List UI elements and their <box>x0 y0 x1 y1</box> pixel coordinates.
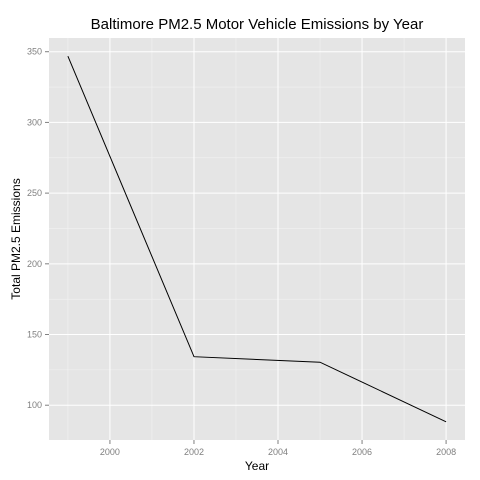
y-axis: 100 150 200 250 300 350 <box>27 47 49 410</box>
y-tick-label: 100 <box>27 400 42 410</box>
x-tick-label: 2000 <box>100 447 120 457</box>
chart-title: Baltimore PM2.5 Motor Vehicle Emissions … <box>91 16 424 33</box>
y-tick-label: 200 <box>27 259 42 269</box>
x-tick-label: 2004 <box>268 447 288 457</box>
minor-grid <box>49 38 465 440</box>
major-grid <box>49 38 465 440</box>
y-tick-label: 250 <box>27 188 42 198</box>
x-tick-label: 2002 <box>184 447 204 457</box>
y-axis-title: Total PM2.5 Emissions <box>9 178 23 299</box>
x-axis-title: Year <box>245 459 269 473</box>
y-tick-label: 300 <box>27 117 42 127</box>
x-tick-label: 2006 <box>352 447 372 457</box>
y-tick-label: 150 <box>27 330 42 340</box>
x-tick-label: 2008 <box>436 447 456 457</box>
x-axis: 2000 2002 2004 2006 2008 <box>100 440 456 457</box>
series-layer <box>67 56 447 423</box>
series-line <box>67 56 447 423</box>
y-tick-label: 350 <box>27 47 42 57</box>
plot-panel <box>49 38 465 440</box>
